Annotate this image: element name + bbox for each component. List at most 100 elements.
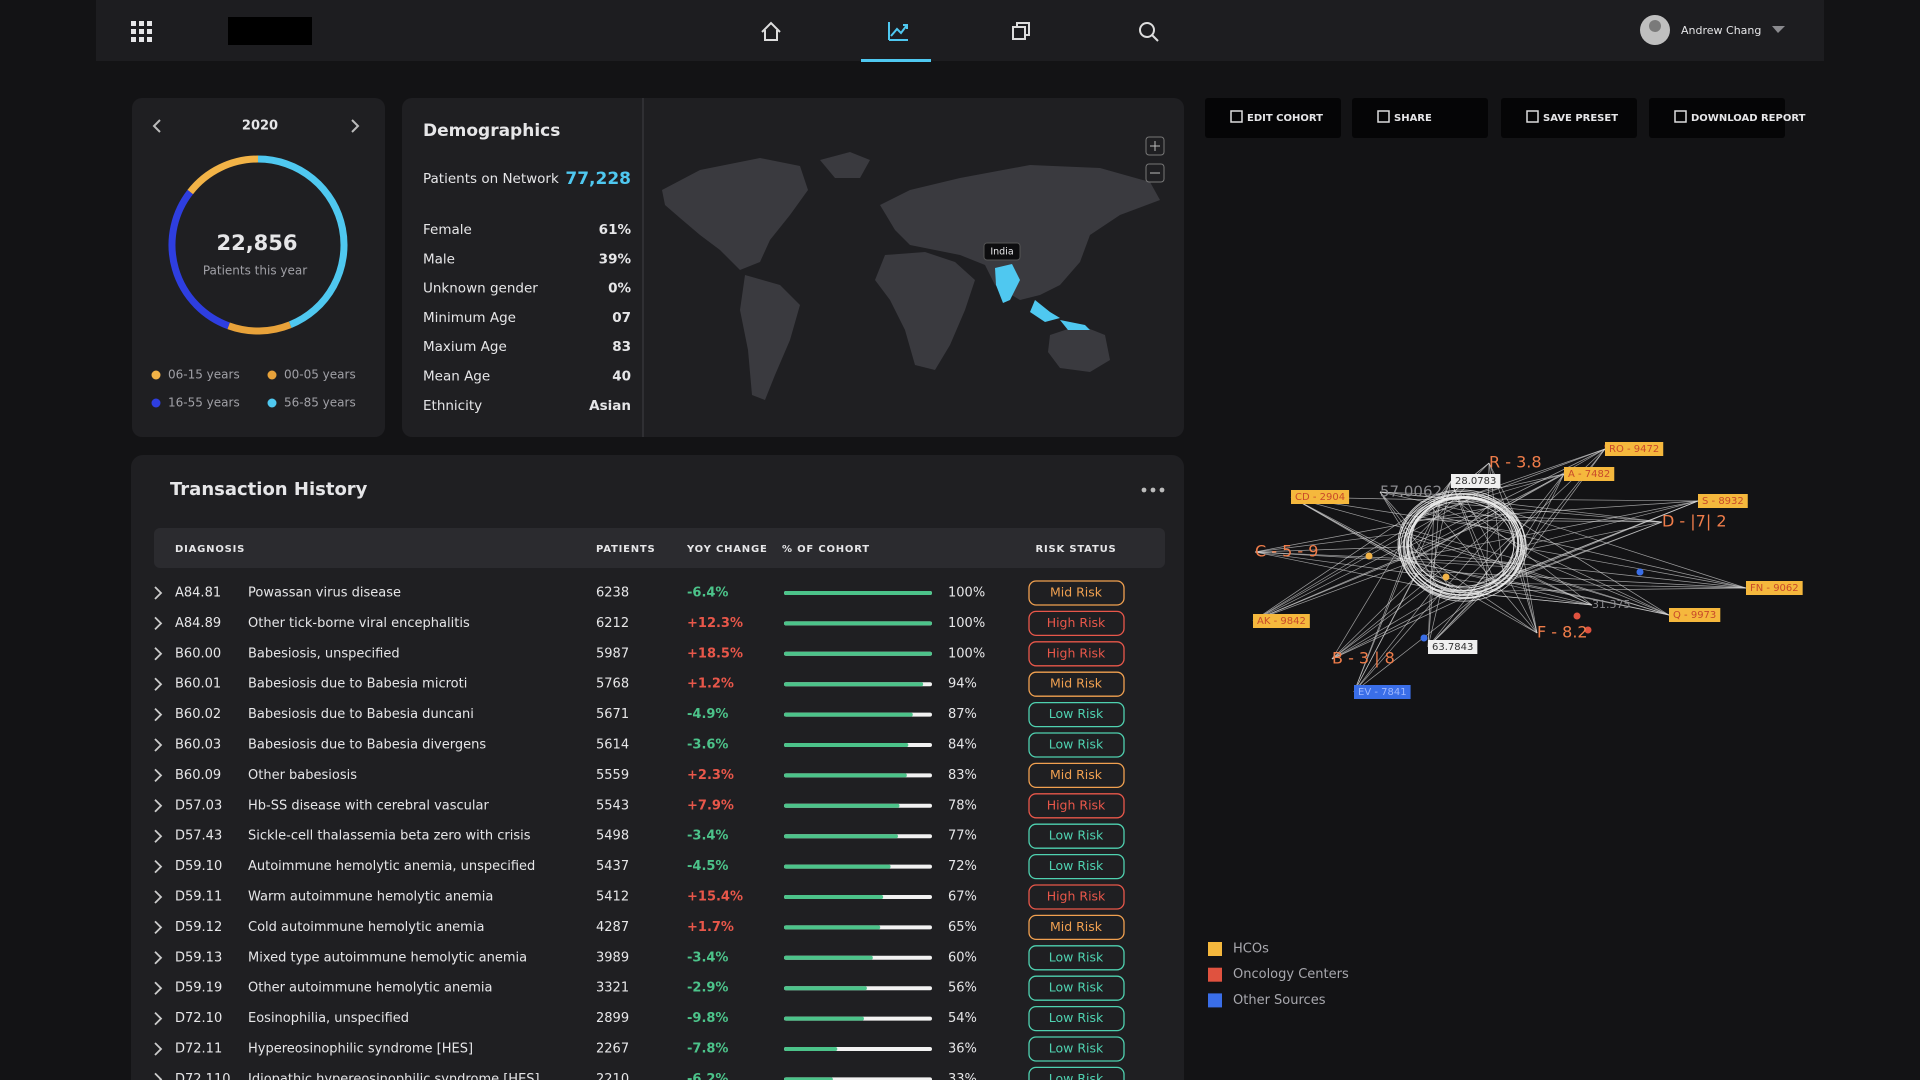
node-label[interactable]: 28.0783 <box>1455 476 1496 487</box>
risk-pill[interactable] <box>1028 762 1125 789</box>
node-label[interactable]: D - |7| 2 <box>1662 512 1727 531</box>
network-node[interactable] <box>1584 626 1592 634</box>
network-edge <box>1462 493 1538 634</box>
world-map[interactable] <box>662 152 1160 400</box>
network-edge <box>1430 505 1538 634</box>
network-edge <box>1331 593 1443 660</box>
risk-pill[interactable] <box>1028 823 1125 849</box>
node-label[interactable]: FN - 9062 <box>1750 583 1799 594</box>
column-header: RISK STATUS <box>1035 544 1116 555</box>
zoom-out[interactable] <box>1145 163 1165 183</box>
risk-pill[interactable] <box>1028 580 1125 606</box>
risk-pill[interactable] <box>1028 914 1125 941</box>
expand-chevron[interactable] <box>154 707 163 722</box>
node-label-box <box>1698 494 1748 508</box>
risk-pill[interactable] <box>1028 1005 1125 1032</box>
node-label[interactable]: EV - 7841 <box>1358 687 1407 698</box>
patients: 5437 <box>596 859 629 874</box>
expand-chevron[interactable] <box>154 677 163 691</box>
prev-year[interactable] <box>152 119 161 133</box>
avatar-face <box>1649 20 1661 32</box>
node-label[interactable]: A - 7482 <box>1568 469 1610 480</box>
expand-chevron[interactable] <box>154 1011 163 1026</box>
cohort-bar <box>784 651 932 656</box>
expand-chevron[interactable] <box>154 1042 163 1056</box>
node-label[interactable]: 31.375 <box>1592 598 1631 611</box>
diagnosis-name: Other babesiosis <box>248 768 357 783</box>
column-header: PATIENTS <box>596 544 656 555</box>
network-edge <box>1331 594 1470 660</box>
risk-pill[interactable] <box>1028 1036 1125 1062</box>
node-label[interactable]: 57.0062 <box>1380 483 1442 501</box>
node-label[interactable]: Q - 9973 <box>1673 610 1716 621</box>
expand-chevron[interactable] <box>154 647 163 661</box>
action-button[interactable]: EDIT COHORT <box>1205 98 1341 138</box>
network-node[interactable] <box>1442 573 1450 581</box>
risk-pill[interactable] <box>1028 701 1125 728</box>
action-button[interactable]: SAVE PRESET <box>1501 98 1637 138</box>
risk-pill[interactable] <box>1028 975 1125 1001</box>
diagnosis-code: D57.43 <box>175 829 222 844</box>
patients: 4287 <box>596 920 629 935</box>
node-label[interactable]: RO - 9472 <box>1609 444 1659 455</box>
expand-chevron[interactable] <box>154 586 163 600</box>
node-label[interactable]: 63.7843 <box>1432 642 1473 653</box>
expand-chevron[interactable] <box>154 799 163 813</box>
more-menu[interactable] <box>1141 487 1165 493</box>
diagnosis-name: Babesiosis due to Babesia microti <box>248 677 467 692</box>
user-name[interactable]: Andrew Chang <box>1681 24 1761 37</box>
apps-icon[interactable] <box>131 21 152 42</box>
risk-pill[interactable] <box>1028 853 1125 880</box>
risk-pill[interactable] <box>1028 671 1125 697</box>
search-icon[interactable] <box>1139 22 1159 42</box>
map-highlight-india[interactable] <box>995 264 1020 303</box>
expand-chevron[interactable] <box>154 951 163 965</box>
node-label-box <box>1253 614 1310 628</box>
action-button[interactable]: DOWNLOAD REPORT <box>1649 98 1806 138</box>
risk-status: Low Risk <box>1049 828 1104 843</box>
network-edge <box>1353 570 1419 693</box>
analytics-icon[interactable] <box>888 22 908 41</box>
node-label[interactable]: S - 8932 <box>1702 496 1744 507</box>
node-label[interactable]: F - 8.2 <box>1537 623 1588 642</box>
risk-pill[interactable] <box>1028 1066 1125 1080</box>
diagnosis-name: Other autoimmune hemolytic anemia <box>248 981 492 996</box>
network-node[interactable] <box>1573 612 1581 620</box>
zoom-in[interactable] <box>1145 136 1165 156</box>
risk-pill[interactable] <box>1028 945 1125 971</box>
network-node[interactable] <box>1420 634 1428 642</box>
expand-chevron[interactable] <box>154 890 163 904</box>
risk-pill[interactable] <box>1028 610 1125 637</box>
expand-chevron[interactable] <box>154 981 163 995</box>
patients: 2210 <box>596 1072 629 1080</box>
network-node[interactable] <box>1365 552 1373 560</box>
node-label[interactable]: AK - 9842 <box>1257 616 1306 627</box>
patients: 5987 <box>596 646 629 661</box>
button-label: SHARE <box>1394 113 1432 124</box>
risk-pill[interactable] <box>1028 884 1125 910</box>
expand-chevron[interactable] <box>154 829 163 843</box>
risk-pill[interactable] <box>1028 793 1125 819</box>
node-label[interactable]: B - 3 | 8 <box>1332 649 1395 668</box>
risk-pill[interactable] <box>1028 641 1125 667</box>
expand-chevron[interactable] <box>154 738 163 752</box>
expand-chevron[interactable] <box>154 616 163 631</box>
next-year[interactable] <box>351 119 360 133</box>
logo[interactable] <box>228 17 312 45</box>
node-label[interactable]: C - 5 - 9 <box>1255 542 1318 561</box>
copies-icon[interactable] <box>1012 22 1030 40</box>
network-node[interactable] <box>1636 568 1644 576</box>
risk-pill[interactable] <box>1028 732 1125 758</box>
home-icon[interactable] <box>761 21 781 41</box>
user-menu-caret[interactable] <box>1772 26 1785 33</box>
expand-chevron[interactable] <box>154 768 163 783</box>
top-bar <box>96 0 1824 61</box>
network-edge <box>1353 563 1519 693</box>
expand-chevron[interactable] <box>154 920 163 935</box>
node-label[interactable]: R - 3.8 <box>1489 453 1542 472</box>
risk-status: Mid Risk <box>1050 676 1103 691</box>
expand-chevron[interactable] <box>154 1072 163 1080</box>
expand-chevron[interactable] <box>154 859 163 874</box>
node-label[interactable]: CD - 2904 <box>1295 492 1345 503</box>
action-button[interactable]: SHARE <box>1352 98 1488 138</box>
